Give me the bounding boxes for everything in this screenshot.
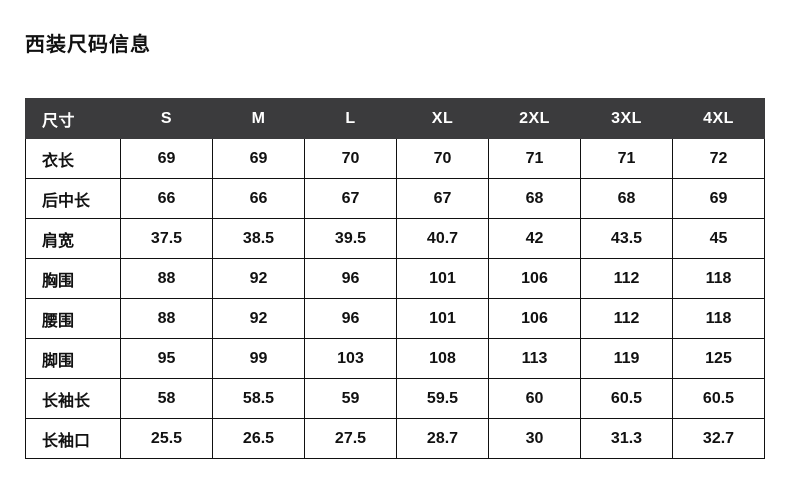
table-cell: 68 [488, 178, 581, 219]
table-row: 长袖长 58 58.5 59 59.5 60 60.5 60.5 [25, 378, 765, 419]
table-cell: 92 [212, 298, 305, 339]
table-cell: 42 [488, 218, 581, 259]
row-label: 胸围 [25, 258, 121, 299]
table-cell: 59.5 [396, 378, 489, 419]
row-label: 脚围 [25, 338, 121, 379]
table-cell: 125 [672, 338, 765, 379]
table-cell: 95 [120, 338, 213, 379]
table-cell: 45 [672, 218, 765, 259]
column-header: XL [396, 98, 489, 139]
table-cell: 101 [396, 298, 489, 339]
table-cell: 112 [580, 258, 673, 299]
table-cell: 99 [212, 338, 305, 379]
table-header-row: 尺寸 S M L XL 2XL 3XL 4XL [25, 98, 765, 139]
table-cell: 69 [672, 178, 765, 219]
table-cell: 38.5 [212, 218, 305, 259]
row-label: 肩宽 [25, 218, 121, 259]
table-cell: 113 [488, 338, 581, 379]
table-cell: 96 [304, 298, 397, 339]
table-cell: 27.5 [304, 418, 397, 459]
table-cell: 103 [304, 338, 397, 379]
table-cell: 58.5 [212, 378, 305, 419]
row-label: 衣长 [25, 138, 121, 179]
table-cell: 66 [212, 178, 305, 219]
table-cell: 67 [396, 178, 489, 219]
column-header: 4XL [672, 98, 765, 139]
column-header-size: 尺寸 [25, 98, 121, 139]
table-cell: 68 [580, 178, 673, 219]
table-cell: 69 [120, 138, 213, 179]
table-cell: 59 [304, 378, 397, 419]
table-cell: 67 [304, 178, 397, 219]
table-row: 胸围 88 92 96 101 106 112 118 [25, 258, 765, 299]
table-cell: 118 [672, 258, 765, 299]
table-body: 衣长 69 69 70 70 71 71 72 后中长 66 66 67 67 68 68 69 肩宽 37.5 3… [25, 138, 765, 459]
row-label: 后中长 [25, 178, 121, 219]
table-cell: 112 [580, 298, 673, 339]
table-row: 腰围 88 92 96 101 106 112 118 [25, 298, 765, 339]
table-cell: 39.5 [304, 218, 397, 259]
table-cell: 28.7 [396, 418, 489, 459]
table-cell: 71 [580, 138, 673, 179]
table-cell: 30 [488, 418, 581, 459]
table-cell: 43.5 [580, 218, 673, 259]
table-cell: 92 [212, 258, 305, 299]
table-cell: 71 [488, 138, 581, 179]
table-cell: 31.3 [580, 418, 673, 459]
table-head: 尺寸 S M L XL 2XL 3XL 4XL [25, 98, 765, 139]
table-cell: 32.7 [672, 418, 765, 459]
table-cell: 70 [396, 138, 489, 179]
table-cell: 101 [396, 258, 489, 299]
table-row: 肩宽 37.5 38.5 39.5 40.7 42 43.5 45 [25, 218, 765, 259]
column-header: L [304, 98, 397, 139]
table-cell: 58 [120, 378, 213, 419]
table-cell: 60 [488, 378, 581, 419]
table-cell: 66 [120, 178, 213, 219]
table-cell: 60.5 [580, 378, 673, 419]
table-cell: 88 [120, 258, 213, 299]
table-row: 长袖口 25.5 26.5 27.5 28.7 30 31.3 32.7 [25, 418, 765, 459]
column-header: 3XL [580, 98, 673, 139]
table-cell: 69 [212, 138, 305, 179]
table-cell: 96 [304, 258, 397, 299]
table-cell: 26.5 [212, 418, 305, 459]
table-cell: 37.5 [120, 218, 213, 259]
table-cell: 119 [580, 338, 673, 379]
page-title: 西装尺码信息 [25, 34, 151, 56]
table-cell: 106 [488, 258, 581, 299]
row-label: 长袖口 [25, 418, 121, 459]
table-cell: 25.5 [120, 418, 213, 459]
table-cell: 72 [672, 138, 765, 179]
column-header: S [120, 98, 213, 139]
table-cell: 60.5 [672, 378, 765, 419]
table-cell: 108 [396, 338, 489, 379]
table-row: 衣长 69 69 70 70 71 71 72 [25, 138, 765, 179]
table-cell: 70 [304, 138, 397, 179]
column-header: M [212, 98, 305, 139]
size-chart-table: 尺寸 S M L XL 2XL 3XL 4XL 衣长 69 69 70 70 71 71 72 后中长 66 66… [25, 98, 765, 459]
table-row: 脚围 95 99 103 108 113 119 125 [25, 338, 765, 379]
row-label: 长袖长 [25, 378, 121, 419]
table-cell: 106 [488, 298, 581, 339]
column-header: 2XL [488, 98, 581, 139]
table-row: 后中长 66 66 67 67 68 68 69 [25, 178, 765, 219]
row-label: 腰围 [25, 298, 121, 339]
table-cell: 118 [672, 298, 765, 339]
table-cell: 40.7 [396, 218, 489, 259]
table-cell: 88 [120, 298, 213, 339]
